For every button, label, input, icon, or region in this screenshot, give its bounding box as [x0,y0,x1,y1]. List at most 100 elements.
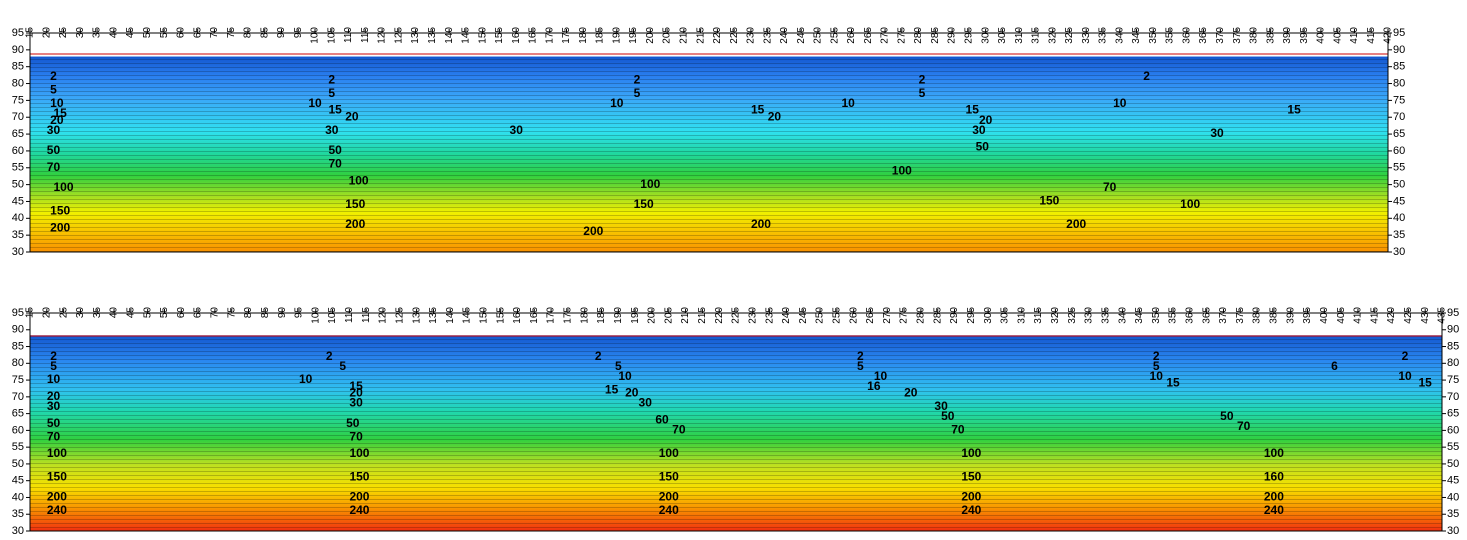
x-tick-label: 85 [260,307,271,319]
contour-label: 100 [892,163,912,177]
contour-label: 10 [47,372,61,386]
x-tick-label: 210 [680,307,691,324]
x-tick-label: 420 [1386,307,1397,324]
x-tick-label: 270 [882,307,893,324]
x-tick-label: 180 [578,27,589,44]
x-tick-label: 120 [378,307,389,324]
contour-label: 70 [672,423,686,437]
x-tick-label: 70 [209,27,220,39]
x-tick-label: 410 [1353,307,1364,324]
contour-panel: 15 20 25 30 35 40 45 50 55 60 65 70 75 80 85 90 95 100 105… [12,27,1406,258]
contour-label: 160 [1264,470,1284,484]
contour-label: 20 [979,113,993,127]
x-tick-label: 260 [846,27,857,44]
contour-label: 2 [1153,349,1160,363]
x-tick-label: 160 [511,27,522,44]
x-tick-label: 355 [1165,27,1176,44]
contour-label: 200 [1264,490,1284,504]
x-tick-label: 70 [210,307,221,319]
contour-label: 20 [349,386,363,400]
y-tick-label: 30 [12,246,24,258]
contour-label: 16 [867,379,881,393]
x-tick-label: 245 [798,307,809,324]
x-tick-label: 400 [1316,27,1327,44]
x-tick-label: 235 [764,307,775,324]
x-tick-label: 330 [1084,307,1095,324]
x-tick-label: 65 [193,307,204,319]
x-tick-label: 110 [343,27,354,43]
contour-label: 200 [345,217,365,231]
contour-label: 15 [605,382,619,396]
contour-label: 150 [961,470,981,484]
contour-label: 15 [966,103,980,117]
x-tick-label: 80 [243,307,254,319]
x-tick-label: 300 [983,307,994,324]
contour-label: 30 [639,396,653,410]
x-tick-label: 50 [142,27,153,39]
x-tick-label: 385 [1265,27,1276,44]
contour-label: 30 [47,399,61,413]
x-tick-label: 150 [477,27,488,44]
contour-label: 2 [1143,69,1150,83]
contour-panel: 15 20 25 30 35 40 45 50 55 60 65 70 75 80 85 90 95 100 105… [12,307,1460,537]
contour-label: 150 [659,470,679,484]
x-tick-label: 300 [980,27,991,44]
contour-label: 70 [349,429,363,443]
y-tick-label-right: 35 [1393,229,1405,241]
x-tick-label: 125 [394,307,405,324]
y-tick-label-right: 50 [1447,458,1459,470]
contour-label: 20 [904,386,918,400]
x-tick-label: 295 [964,27,975,44]
x-tick-label: 385 [1269,307,1280,324]
y-tick-label: 45 [12,195,24,207]
x-tick-label: 175 [561,27,572,44]
y-tick-label-right: 40 [1447,491,1459,503]
contour-label: 100 [1180,197,1200,211]
x-tick-label: 380 [1249,27,1260,44]
contour-label: 100 [349,173,369,187]
x-tick-label: 140 [445,307,456,324]
contour-label: 50 [47,416,61,430]
x-tick-label: 360 [1184,307,1195,324]
x-tick-label: 165 [529,307,540,324]
x-tick-label: 75 [226,27,237,39]
x-tick-label: 200 [645,27,656,44]
contour-label: 5 [339,359,346,373]
y-tick-label: 55 [12,441,24,453]
y-tick-label-right: 65 [1393,128,1405,140]
contour-label: 200 [659,490,679,504]
contour-label: 5 [50,82,57,96]
x-tick-label: 180 [579,307,590,324]
x-tick-label: 20 [41,27,52,39]
y-tick-label: 85 [12,340,24,352]
contour-label: 50 [47,143,61,157]
contour-label: 10 [841,96,855,110]
y-tick-label: 90 [12,324,24,336]
x-tick-label: 415 [1369,307,1380,324]
x-tick-label: 130 [410,27,421,44]
x-tick-label: 90 [276,27,287,39]
x-tick-label: 75 [226,307,237,319]
y-tick-label: 80 [12,77,24,89]
contour-label: 5 [615,359,622,373]
y-tick-label-right: 60 [1393,145,1405,157]
y-tick-label-right: 30 [1393,246,1405,258]
x-tick-label: 415 [1366,27,1377,44]
x-tick-label: 405 [1332,27,1343,44]
contour-label: 20 [47,389,61,403]
x-tick-label: 365 [1201,307,1212,324]
x-tick-label: 290 [949,307,960,324]
x-tick-label: 160 [512,307,523,324]
y-tick-label-right: 45 [1393,195,1405,207]
y-tick-label: 35 [12,508,24,520]
x-tick-label: 115 [360,27,371,43]
y-tick-label: 95 [12,27,24,39]
contour-label: 2 [328,72,335,86]
contour-label: 15 [1166,376,1180,390]
x-tick-label: 195 [630,307,641,324]
x-tick-label: 195 [628,27,639,44]
x-tick-label: 240 [781,307,792,324]
contour-lines [30,336,1442,531]
y-tick-label-right: 65 [1447,408,1459,420]
x-tick-label: 45 [125,307,136,319]
